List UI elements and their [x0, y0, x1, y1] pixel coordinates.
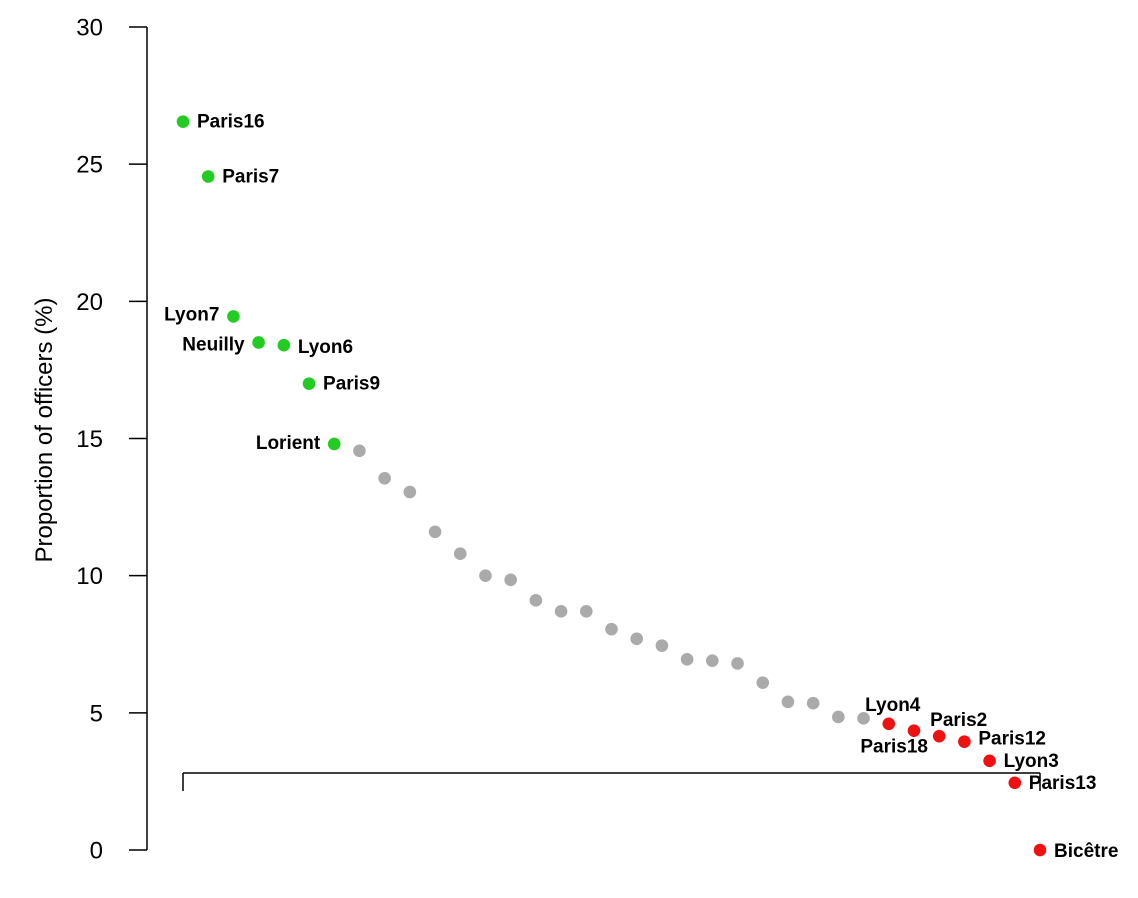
y-axis: 0 5 10 15 20 25 30 — [76, 15, 148, 865]
point-label: Lyon4 — [865, 695, 921, 716]
data-point — [756, 676, 770, 689]
y-tick-label: 15 — [76, 426, 103, 453]
point-label: Neuilly — [182, 334, 245, 355]
y-tick-label: 20 — [76, 289, 103, 316]
data-points — [176, 115, 1047, 857]
data-point — [857, 712, 870, 725]
data-point — [1033, 843, 1047, 857]
y-tick-label: 30 — [76, 15, 103, 42]
point-label: Paris18 — [860, 737, 928, 758]
y-tick-label: 25 — [76, 152, 103, 179]
data-point — [327, 437, 341, 451]
point-label: Paris9 — [323, 374, 380, 395]
y-tick-label: 5 — [90, 700, 103, 727]
data-point — [706, 654, 719, 668]
data-point — [453, 547, 467, 561]
data-point — [1008, 776, 1022, 790]
point-label: Paris13 — [1029, 773, 1097, 794]
data-point — [176, 115, 190, 128]
data-point — [353, 444, 366, 458]
data-point — [529, 594, 543, 607]
point-label: Paris12 — [978, 729, 1046, 750]
data-point — [907, 724, 921, 737]
data-point — [731, 657, 744, 670]
data-point — [504, 573, 517, 587]
data-point — [252, 336, 265, 349]
point-label: Bicêtre — [1054, 841, 1118, 862]
data-point — [680, 653, 694, 666]
point-label: Paris2 — [930, 710, 987, 731]
data-point — [932, 729, 946, 743]
point-label: Paris16 — [197, 112, 265, 133]
data-point — [378, 471, 391, 485]
data-point — [479, 569, 492, 582]
point-label: Lyon3 — [1004, 751, 1059, 772]
point-label: Lorient — [256, 433, 321, 454]
data-point — [958, 735, 971, 748]
y-tick-label: 0 — [90, 838, 103, 865]
data-point — [277, 338, 291, 352]
point-label: Paris7 — [222, 167, 279, 188]
data-point — [781, 695, 795, 709]
data-point — [201, 170, 215, 183]
data-point — [882, 717, 896, 731]
data-labels: Paris16 Paris7 Lyon7 Neuilly Lyon6 Paris9 Lori… — [164, 112, 1118, 862]
data-point — [983, 754, 996, 768]
data-point — [832, 710, 845, 724]
point-label: Lyon6 — [298, 337, 353, 358]
data-point — [655, 639, 669, 652]
data-point — [630, 632, 644, 646]
data-point — [806, 696, 820, 710]
data-point — [403, 485, 417, 499]
y-tick-label: 10 — [76, 563, 103, 590]
point-label: Lyon7 — [164, 304, 219, 325]
data-point — [227, 310, 240, 323]
data-point — [302, 377, 316, 390]
x-axis — [182, 772, 1041, 791]
data-point — [579, 605, 593, 618]
data-point — [605, 622, 618, 636]
y-axis-title: Proportion of officers (%) — [31, 298, 58, 563]
data-point — [554, 605, 568, 618]
data-point — [428, 525, 442, 539]
